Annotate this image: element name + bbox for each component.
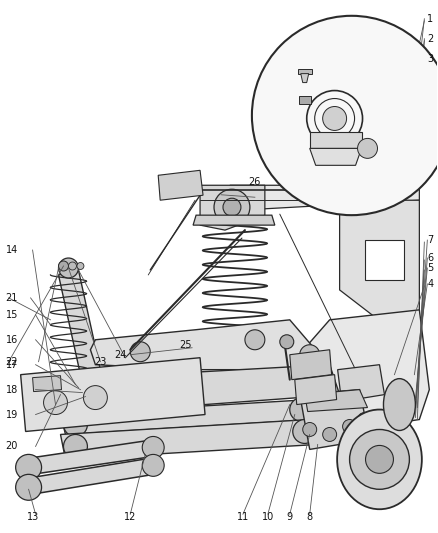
Polygon shape — [158, 171, 203, 200]
Circle shape — [252, 16, 438, 215]
Ellipse shape — [337, 409, 422, 509]
Text: 9: 9 — [287, 512, 293, 522]
Circle shape — [214, 189, 250, 225]
Text: 7: 7 — [427, 235, 434, 245]
Circle shape — [343, 419, 357, 433]
Text: 14: 14 — [6, 245, 18, 255]
Text: 24: 24 — [114, 350, 127, 360]
Circle shape — [142, 437, 164, 458]
Circle shape — [16, 455, 42, 480]
Circle shape — [323, 107, 346, 131]
Polygon shape — [21, 358, 205, 432]
Text: 22: 22 — [6, 357, 18, 367]
Circle shape — [130, 342, 150, 362]
Polygon shape — [90, 320, 320, 370]
Circle shape — [59, 258, 78, 278]
Circle shape — [64, 434, 88, 458]
Circle shape — [83, 385, 107, 409]
Circle shape — [357, 139, 378, 158]
Polygon shape — [364, 240, 404, 280]
Text: 20: 20 — [6, 441, 18, 451]
Text: 26: 26 — [249, 177, 261, 187]
Polygon shape — [338, 365, 385, 401]
Polygon shape — [300, 390, 370, 449]
Circle shape — [43, 391, 67, 415]
Polygon shape — [193, 215, 275, 225]
Polygon shape — [310, 132, 361, 148]
Polygon shape — [60, 365, 339, 415]
Circle shape — [300, 345, 320, 365]
Text: 23: 23 — [94, 357, 106, 367]
Circle shape — [68, 262, 77, 270]
Text: 18: 18 — [6, 385, 18, 394]
Text: 15: 15 — [6, 310, 18, 320]
Text: 5: 5 — [427, 263, 434, 273]
Circle shape — [223, 198, 241, 216]
Text: 11: 11 — [237, 512, 249, 522]
Polygon shape — [310, 148, 361, 165]
Circle shape — [350, 430, 410, 489]
Polygon shape — [60, 400, 314, 434]
Text: 12: 12 — [124, 512, 137, 522]
Polygon shape — [295, 375, 337, 405]
Circle shape — [290, 398, 314, 422]
Circle shape — [293, 419, 317, 443]
Polygon shape — [305, 390, 367, 411]
Text: 16: 16 — [6, 335, 18, 345]
Text: 4: 4 — [427, 279, 434, 289]
Text: 13: 13 — [26, 512, 39, 522]
Polygon shape — [200, 185, 265, 230]
Circle shape — [323, 427, 337, 441]
Polygon shape — [295, 310, 429, 430]
Text: 3: 3 — [427, 54, 434, 63]
Text: 21: 21 — [6, 293, 18, 303]
Circle shape — [245, 330, 265, 350]
Polygon shape — [32, 376, 61, 392]
Ellipse shape — [384, 378, 415, 431]
Text: 1: 1 — [427, 14, 434, 24]
Circle shape — [64, 413, 88, 437]
Polygon shape — [298, 69, 312, 74]
Circle shape — [303, 423, 317, 437]
Circle shape — [59, 261, 68, 271]
Circle shape — [142, 455, 164, 477]
Circle shape — [172, 378, 188, 393]
Text: 17: 17 — [6, 360, 18, 370]
Text: 25: 25 — [179, 340, 191, 350]
Polygon shape — [230, 185, 419, 210]
Circle shape — [280, 335, 294, 349]
Circle shape — [90, 383, 110, 402]
Text: 2: 2 — [427, 34, 434, 44]
Polygon shape — [59, 270, 100, 375]
Polygon shape — [290, 350, 332, 379]
Polygon shape — [301, 74, 309, 83]
Circle shape — [357, 413, 371, 426]
Circle shape — [366, 446, 393, 473]
Polygon shape — [21, 439, 160, 475]
Polygon shape — [339, 200, 419, 340]
Text: 19: 19 — [6, 409, 18, 419]
Circle shape — [16, 474, 42, 500]
Text: 8: 8 — [307, 512, 313, 522]
Circle shape — [77, 263, 84, 270]
Text: 6: 6 — [427, 253, 434, 263]
Polygon shape — [299, 95, 311, 103]
Polygon shape — [21, 457, 160, 495]
Polygon shape — [60, 419, 318, 459]
Polygon shape — [193, 348, 275, 358]
Text: 10: 10 — [262, 512, 274, 522]
